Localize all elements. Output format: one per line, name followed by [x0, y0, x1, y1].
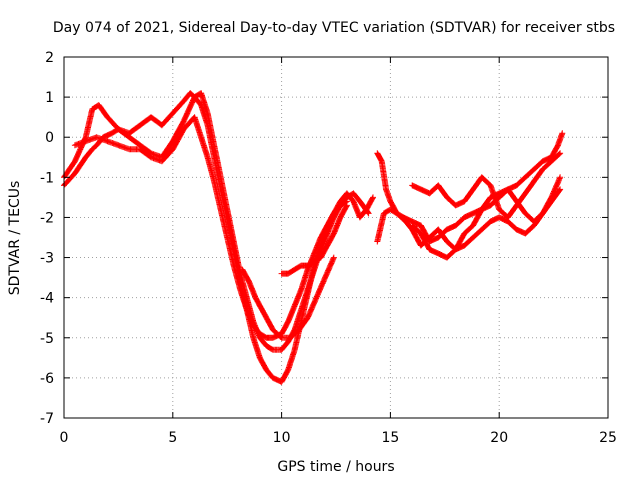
- series-track-i: [409, 186, 564, 261]
- series-markers: [278, 202, 350, 277]
- y-tick-label: -3: [40, 251, 54, 267]
- data-points: [61, 90, 566, 385]
- y-tick-label: 2: [45, 50, 54, 66]
- axis-ticks: [63, 56, 609, 419]
- y-tick-label: 0: [45, 130, 54, 146]
- chart-title: Day 074 of 2021, Sidereal Day-to-day VTE…: [53, 20, 615, 36]
- y-tick-label: -7: [40, 411, 54, 427]
- y-tick-label: -6: [40, 371, 54, 387]
- y-tick-label: -2: [40, 210, 54, 226]
- series-markers: [409, 186, 564, 261]
- series-track-d: [239, 254, 337, 341]
- y-axis-label: SDTVAR / TECUs: [7, 181, 23, 296]
- x-tick-label: 5: [168, 430, 177, 446]
- series-markers: [239, 254, 337, 341]
- y-tick-labels: -7 -6 -5 -4 -3 -2 -1 0 1 2: [40, 50, 54, 427]
- x-tick-label: 20: [490, 430, 508, 446]
- y-tick-label: -4: [40, 291, 54, 307]
- series-track-c: [71, 114, 350, 341]
- series-markers: [71, 114, 350, 341]
- x-tick-label: 15: [381, 430, 399, 446]
- x-axis-label: GPS time / hours: [277, 459, 394, 475]
- y-tick-label: -5: [40, 331, 54, 347]
- series-markers: [409, 150, 564, 221]
- plot-frame: [63, 56, 609, 419]
- series-track-h: [409, 150, 564, 221]
- y-tick-label: 1: [45, 90, 54, 106]
- x-tick-labels: 0 5 10 15 20 25: [60, 430, 617, 446]
- x-tick-label: 10: [273, 430, 291, 446]
- x-tick-label: 25: [599, 430, 617, 446]
- x-tick-label: 0: [60, 430, 69, 446]
- series-track-e: [278, 202, 350, 277]
- y-tick-label: -1: [40, 170, 54, 186]
